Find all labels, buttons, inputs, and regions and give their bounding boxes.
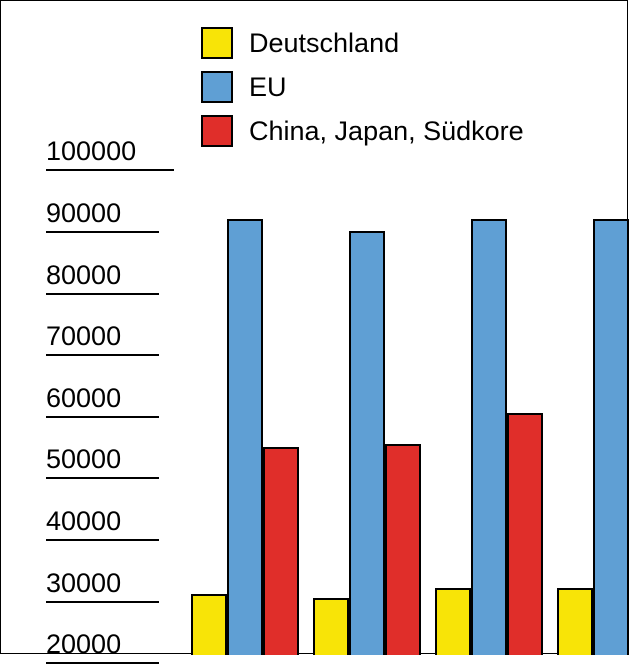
- bar: [593, 219, 629, 655]
- bar: [227, 219, 263, 655]
- bar: [435, 588, 471, 655]
- bar: [507, 413, 543, 655]
- plot-area: [1, 1, 629, 655]
- bar: [263, 447, 299, 655]
- bar: [385, 444, 421, 655]
- bar: [349, 231, 385, 655]
- bar: [313, 598, 349, 655]
- chart-frame: DeutschlandEUChina, Japan, Südkore 10000…: [0, 0, 628, 654]
- bar: [191, 594, 227, 655]
- bar: [471, 219, 507, 655]
- bar: [557, 588, 593, 655]
